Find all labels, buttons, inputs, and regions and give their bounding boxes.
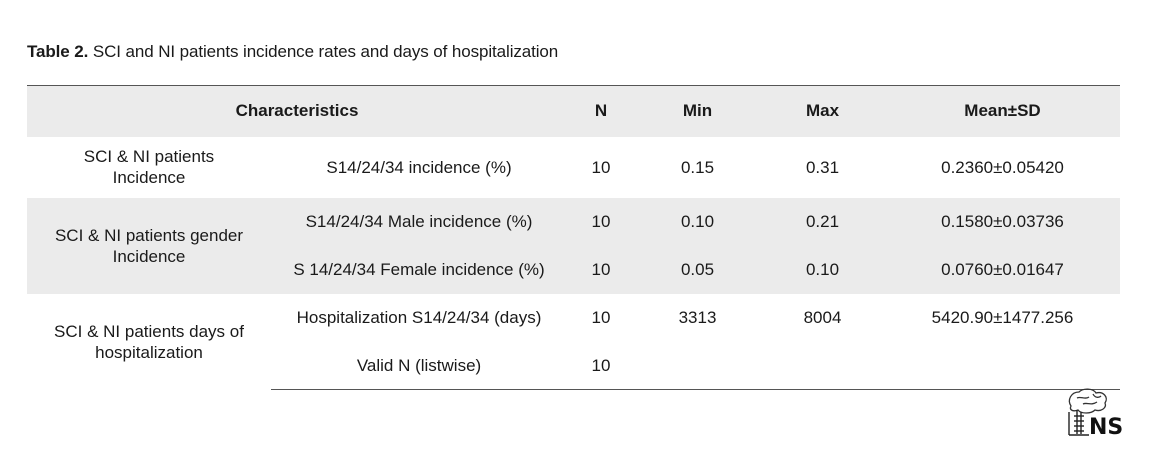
header-mean-sd: Mean±SD xyxy=(885,85,1120,137)
cell-characteristic: S 14/24/34 Female incidence (%) xyxy=(293,260,545,279)
caption-text: SCI and NI patients incidence rates and … xyxy=(92,42,559,61)
header-min: Min xyxy=(635,85,760,137)
cell-n: 10 xyxy=(591,260,611,279)
table-row: SCI & NI patients Incidence S14/24/34 in… xyxy=(27,137,1120,198)
table-row: Valid N (listwise) 10 xyxy=(27,341,1120,390)
cell-min: 3313 xyxy=(678,308,717,327)
cell-n: 10 xyxy=(591,212,611,231)
cell-min: 0.05 xyxy=(680,260,715,279)
cell-mean-sd: 0.1580±0.03736 xyxy=(941,212,1064,231)
table-row: SCI & NI patients gender Incidence S14/2… xyxy=(27,197,1120,266)
brain-icon xyxy=(1068,388,1107,414)
table-caption: Table 2. SCI and NI patients incidence r… xyxy=(27,42,558,62)
header-max: Max xyxy=(760,85,885,137)
group-label: SCI & NI patients days of hospitalizatio… xyxy=(54,321,244,362)
header-characteristics: Characteristics xyxy=(27,85,567,137)
cell-n: 10 xyxy=(591,308,611,327)
cell-n: 10 xyxy=(567,341,635,390)
cell-mean-sd xyxy=(885,341,1120,390)
cell-max: 8004 xyxy=(803,308,842,327)
cell-min: 0.15 xyxy=(680,157,715,177)
group-label: SCI & NI patients gender Incidence xyxy=(54,225,244,266)
cell-mean-sd: 0.2360±0.05420 xyxy=(941,157,1064,177)
cell-characteristic: Valid N (listwise) xyxy=(271,341,567,390)
journal-logo: NS xyxy=(1068,388,1123,438)
cell-characteristic: S14/24/34 Male incidence (%) xyxy=(305,212,533,231)
group-label: SCI & NI patients Incidence xyxy=(83,147,215,187)
spine-icon xyxy=(1068,410,1089,436)
cell-min xyxy=(635,341,760,390)
caption-label: Table 2. xyxy=(27,42,89,61)
cell-characteristic: S14/24/34 incidence (%) xyxy=(326,157,512,177)
cell-n: 10 xyxy=(591,157,611,177)
cell-min: 0.10 xyxy=(680,212,715,231)
cell-max: 0.31 xyxy=(805,157,840,177)
cell-mean-sd: 5420.90±1477.256 xyxy=(931,308,1074,327)
cell-max xyxy=(760,341,885,390)
cell-characteristic: Hospitalization S14/24/34 (days) xyxy=(296,308,542,327)
header-n: N xyxy=(567,85,635,137)
cell-max: 0.10 xyxy=(805,260,840,279)
table-row: SCI & NI patients days of hospitalizatio… xyxy=(27,294,1120,362)
logo-text: NS xyxy=(1089,415,1123,438)
cell-max: 0.21 xyxy=(805,212,840,231)
cell-mean-sd: 0.0760±0.01647 xyxy=(941,260,1064,279)
header-row: Characteristics N Min Max Mean±SD xyxy=(27,85,1120,137)
results-table: Characteristics N Min Max Mean±SD SCI & … xyxy=(27,85,1120,390)
